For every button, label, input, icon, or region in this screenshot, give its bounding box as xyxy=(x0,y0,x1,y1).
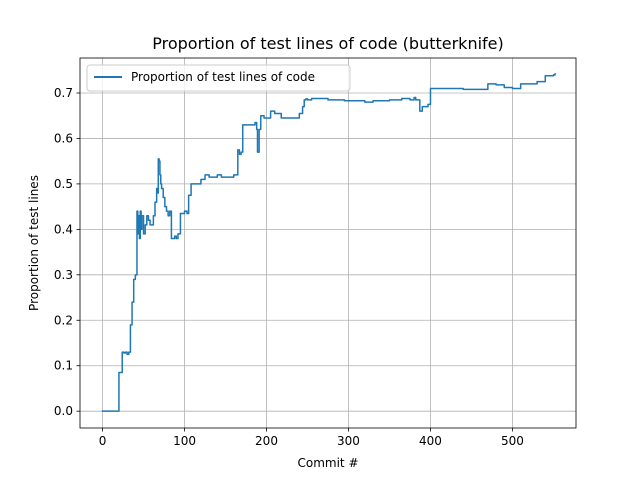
x-tick-label: 100 xyxy=(173,434,196,448)
x-axis-label: Commit # xyxy=(297,456,358,470)
y-tick-label: 0.4 xyxy=(54,222,73,236)
y-axis-ticks: 0.0 0.1 0.2 0.3 0.4 0.5 0.6 0.7 xyxy=(54,86,80,418)
y-tick-label: 0.1 xyxy=(54,359,73,373)
chart-title: Proportion of test lines of code (butter… xyxy=(152,34,504,53)
plot-area xyxy=(80,58,576,428)
y-tick-label: 0.2 xyxy=(54,313,73,327)
x-tick-label: 300 xyxy=(337,434,360,448)
y-tick-label: 0.5 xyxy=(54,177,73,191)
y-tick-label: 0.7 xyxy=(54,86,73,100)
x-tick-label: 500 xyxy=(501,434,524,448)
axes-frame xyxy=(79,57,577,429)
legend-box xyxy=(86,64,351,92)
grid-lines xyxy=(80,58,576,428)
y-tick-label: 0.0 xyxy=(54,404,73,418)
x-tick-label: 200 xyxy=(255,434,278,448)
y-tick-label: 0.3 xyxy=(54,268,73,282)
series-line-0 xyxy=(101,73,556,412)
x-tick-label: 0 xyxy=(99,434,107,448)
y-tick-label: 0.6 xyxy=(54,131,73,145)
legend-label: Proportion of test lines of code xyxy=(131,70,315,84)
x-tick-label: 400 xyxy=(419,434,442,448)
legend: Proportion of test lines of code xyxy=(86,64,351,92)
x-axis-ticks: 0 100 200 300 400 500 xyxy=(99,428,524,448)
y-axis-label: Proportion of test lines xyxy=(27,175,41,311)
series-group xyxy=(101,73,556,412)
